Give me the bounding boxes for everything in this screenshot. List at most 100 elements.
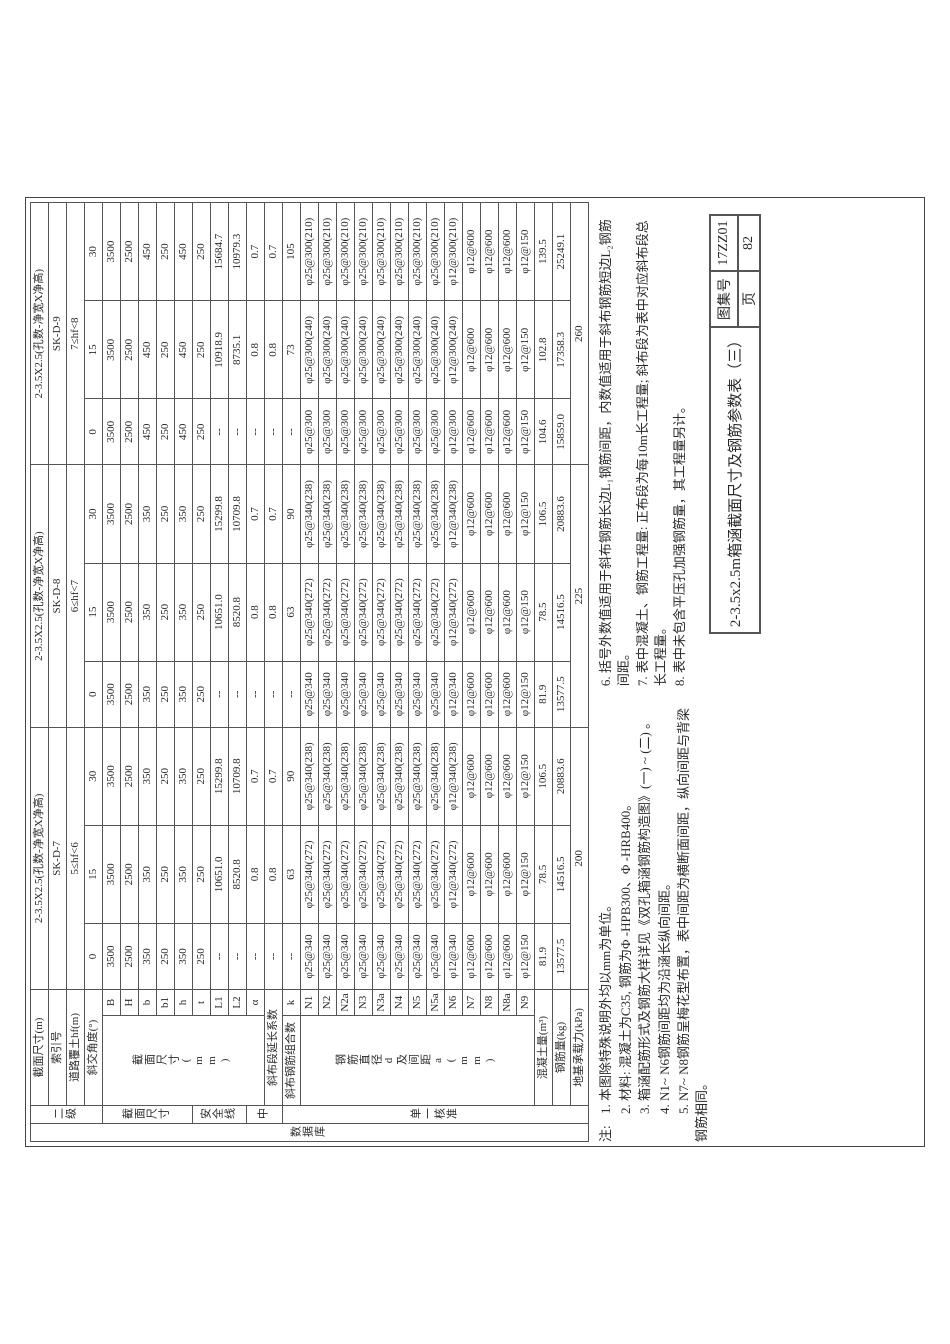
cell: 250 (157, 465, 175, 563)
cell: 3500 (103, 825, 121, 923)
cell: φ25@340(272) (337, 825, 355, 923)
cell: φ12@150 (517, 661, 535, 727)
cell: 10918.9 (211, 301, 229, 399)
cell: φ25@340(238) (301, 727, 319, 825)
sym: N8 (481, 990, 499, 1016)
cell: 3500 (103, 301, 121, 399)
cell: -- (211, 399, 229, 465)
cell: φ12@600 (481, 825, 499, 923)
cell: -- (229, 399, 247, 465)
cell: 350 (175, 563, 193, 661)
hdr-group-c: 2-3.5X2.5(孔数-净宽X净高) (31, 203, 49, 465)
cell: φ25@340(272) (373, 825, 391, 923)
sym: H (121, 990, 139, 1016)
cell: φ25@340(238) (355, 465, 373, 563)
cell: φ25@300(240) (373, 301, 391, 399)
cell: -- (283, 399, 301, 465)
cell: 2500 (121, 923, 139, 989)
cell: φ25@340(238) (391, 465, 409, 563)
sym: N5a (427, 990, 445, 1016)
cell: -- (211, 661, 229, 727)
cell: φ12@150 (517, 563, 535, 661)
cell: -- (283, 923, 301, 989)
cell: 78.5 (535, 825, 553, 923)
cell: 0.8 (247, 301, 265, 399)
cell: 81.9 (535, 923, 553, 989)
cell: φ12@600 (481, 203, 499, 301)
cell: φ25@300(240) (391, 301, 409, 399)
cell: φ12@340 (445, 661, 463, 727)
cell: 73 (283, 301, 301, 399)
cell: 2500 (121, 465, 139, 563)
cell: φ25@300(240) (427, 301, 445, 399)
cell: 15859.0 (553, 399, 571, 465)
cell: 0.7 (247, 465, 265, 563)
edge-strip-3: 截面尺寸 (103, 1106, 193, 1124)
cell: 20883.6 (553, 465, 571, 563)
cell: φ12@150 (517, 465, 535, 563)
cell: 250 (157, 563, 175, 661)
cell: φ12@340 (445, 923, 463, 989)
cell: 106.5 (535, 727, 553, 825)
sym: N2 (319, 990, 337, 1016)
cell: φ12@340(272) (445, 563, 463, 661)
page-root: 数据库 二级 截面尺寸(m) 2-3.5X2.5(孔数-净宽X净高) 2-3.5… (25, 197, 925, 1147)
cell: 450 (175, 399, 193, 465)
cell: 13577.5 (553, 661, 571, 727)
cell: φ12@600 (481, 661, 499, 727)
cell: φ25@340(272) (409, 825, 427, 923)
cell: φ25@340 (391, 923, 409, 989)
cell: 15299.8 (211, 727, 229, 825)
cell: 10709.8 (229, 465, 247, 563)
cell: φ25@340(272) (391, 563, 409, 661)
sym: k (283, 990, 301, 1016)
cell: φ25@300(240) (409, 301, 427, 399)
section-dims-label: 截面尺寸(mm) (103, 1016, 265, 1106)
cell: φ25@340(272) (391, 825, 409, 923)
cell: φ12@600 (481, 563, 499, 661)
cell: φ25@340(238) (427, 465, 445, 563)
cell: 250 (193, 923, 211, 989)
title-block: 2-3.5x2.5m箱涵截面尺寸及钢筋参数表（三） 图集号 17ZZ01 页 8… (709, 214, 761, 634)
idx-a: SK-D-7 (49, 727, 67, 989)
cell: φ12@300(240) (445, 301, 463, 399)
notes-right: 6. 括号外数值适用于斜布钢筋长边L₁钢筋间距，内数值适用于斜布钢筋短边L₂钢筋… (595, 202, 761, 686)
cell: φ12@600 (463, 399, 481, 465)
cell: φ25@340(238) (337, 465, 355, 563)
cell: 250 (157, 301, 175, 399)
cell: φ12@600 (463, 825, 481, 923)
cell: φ25@300 (391, 399, 409, 465)
slant-coef-label: 斜布段延长系数 (265, 990, 283, 1106)
cell: φ12@600 (463, 563, 481, 661)
sym: N5 (409, 990, 427, 1016)
edge-strip-1: 数据库 (31, 1124, 589, 1142)
edge-strip-4: 安全线 (193, 1106, 247, 1124)
notes-left: 注:1. 本图除特殊说明外均以mm为单位。 2. 材料: 混凝土为C35, 钢筋… (595, 686, 761, 1142)
cell: 102.8 (535, 301, 553, 399)
rebar-label: 钢筋直径d及间距a(mm) (301, 1016, 535, 1106)
notes-lead: 注: (597, 1114, 615, 1142)
cell: φ12@150 (517, 301, 535, 399)
cell: 25249.1 (553, 203, 571, 301)
cell: 250 (157, 661, 175, 727)
cell: 250 (193, 399, 211, 465)
bearing-label: 地基承载力(kPa) (571, 990, 589, 1106)
hdr-group-b: 2-3.5X2.5(孔数-净宽X净高) (31, 465, 49, 727)
sym: L1 (211, 990, 229, 1016)
hdr-section-dim: 截面尺寸(m) (31, 990, 49, 1106)
cell: 350 (139, 563, 157, 661)
cell: φ25@300(210) (319, 203, 337, 301)
ang: 15 (85, 825, 103, 923)
edge-strip-6: 单一核准 (283, 1106, 589, 1124)
cell: 104.6 (535, 399, 553, 465)
cell: φ25@340(238) (355, 727, 373, 825)
cell: 250 (193, 825, 211, 923)
cell: φ12@600 (463, 727, 481, 825)
cell: 78.5 (535, 563, 553, 661)
cell: 10709.8 (229, 727, 247, 825)
sym: t (193, 990, 211, 1016)
cell: 3500 (103, 923, 121, 989)
cell: -- (265, 923, 283, 989)
cell: φ25@340(238) (319, 727, 337, 825)
cell: φ12@600 (499, 399, 517, 465)
